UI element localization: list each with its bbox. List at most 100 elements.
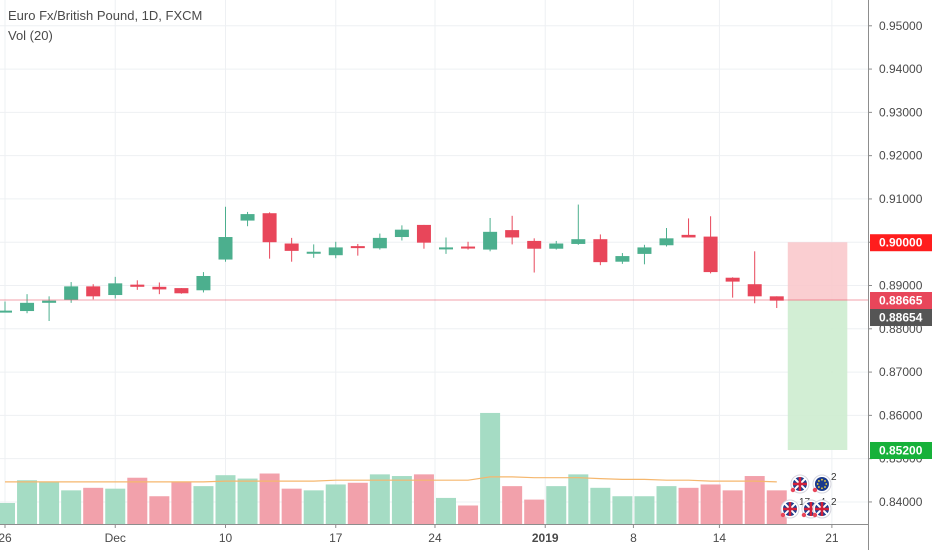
price-tick-label: 0.87000 [879, 365, 923, 379]
price-axis[interactable]: 0.95000 0.94000 0.93000 0.92000 0.91000 0.900… [868, 0, 932, 550]
volume-bar [612, 496, 633, 524]
volume-bar [634, 496, 655, 524]
time-axis[interactable]: 26 Dec 10 17 24 2019 8 14 21 [0, 524, 868, 550]
candle-body [416, 224, 431, 243]
time-tick-label: 2019 [532, 531, 559, 545]
volume-bar [391, 476, 412, 524]
event-impact-dot [780, 512, 786, 518]
volume-bar [39, 481, 60, 524]
volume-bar [127, 477, 148, 524]
time-tick-label: 14 [713, 531, 727, 545]
time-tick-label: 26 [0, 531, 12, 545]
long-position-tool[interactable] [787, 242, 848, 450]
event-count: 2 [831, 497, 837, 508]
candle-body [571, 239, 586, 244]
flag-star [818, 480, 820, 482]
candle-body [394, 229, 409, 238]
event-count: 2 [831, 472, 837, 483]
volume-ma-line [5, 476, 777, 483]
candle-body [372, 237, 387, 249]
volume-bar [524, 499, 545, 524]
price-label-current [870, 309, 932, 327]
flag-star [816, 483, 819, 485]
candle-body [593, 239, 608, 263]
event-impact-dot [790, 487, 796, 493]
time-axis-bg [0, 524, 868, 550]
candle-body [0, 310, 12, 313]
volume-bar [590, 487, 611, 524]
candle-body [350, 246, 365, 249]
event-impact-dot [801, 512, 807, 518]
candle-body [505, 230, 520, 238]
price-tick-label: 0.94000 [879, 62, 923, 76]
volume-bar [568, 474, 589, 524]
candle-body [262, 213, 277, 243]
volume-bar [215, 475, 236, 524]
candle-body [218, 237, 233, 260]
volume-bar [171, 481, 192, 524]
volume-bar [369, 474, 390, 524]
price-label-target [870, 441, 932, 459]
volume-bar [436, 497, 456, 524]
candle-body [483, 231, 498, 250]
flag-star [824, 480, 826, 482]
volume-bar [105, 488, 126, 524]
candle-body [747, 284, 762, 297]
price-axis-bg [868, 0, 932, 550]
price-label-text: 0.88654 [879, 311, 923, 325]
take-profit-zone [787, 300, 848, 450]
volume-bar [149, 496, 170, 524]
volume-bar [700, 484, 721, 524]
time-tick-label: Dec [105, 531, 126, 545]
candle-body [439, 247, 453, 250]
volume-bar [480, 412, 501, 524]
volume-bar [744, 476, 765, 524]
candle-body [306, 251, 321, 254]
volume-bar [61, 490, 82, 524]
volume-bar [303, 490, 324, 524]
time-tick-label: 24 [428, 531, 442, 545]
candle-body [461, 246, 476, 249]
candle-body [240, 214, 255, 221]
price-label-last [870, 292, 932, 310]
candle-body [64, 286, 79, 300]
volume-bar [722, 490, 743, 524]
event-impact-dot [812, 512, 818, 518]
volume-bar [259, 473, 280, 524]
flag-star [824, 486, 826, 488]
price-label-text: 0.88665 [879, 294, 923, 308]
candlesticks [0, 204, 784, 322]
flag-star [825, 483, 828, 485]
candle-body [637, 247, 652, 254]
price-tick-label: 0.93000 [879, 105, 923, 119]
time-tick-label: 17 [329, 531, 343, 545]
time-tick-label: 10 [219, 531, 233, 545]
candle-body [174, 288, 189, 294]
candle-body [284, 243, 299, 251]
candle-body [725, 277, 740, 282]
chart-title: Euro Fx/British Pound, 1D, FXCM [8, 8, 203, 23]
volume-bar [237, 478, 258, 524]
candle-body [20, 302, 35, 312]
volume-bar [458, 505, 479, 524]
candle-body [615, 256, 630, 262]
volume-bar [83, 487, 104, 524]
volume-indicator-label[interactable]: Vol (20) [8, 28, 53, 43]
volume-bar [193, 486, 214, 524]
volume-bar [502, 486, 523, 524]
price-tick-label: 0.86000 [879, 408, 923, 422]
candle-body [527, 240, 542, 249]
price-tick-label: 0.89000 [879, 279, 923, 293]
price-tick-label: 0.84000 [879, 495, 923, 509]
price-tick-label: 0.92000 [879, 149, 923, 163]
candle-body [42, 300, 57, 303]
candle-body [659, 238, 674, 246]
volume-bar [678, 487, 699, 524]
volume-ma-polyline [5, 476, 777, 483]
candle-body [769, 296, 784, 301]
price-label-text: 0.85200 [879, 443, 923, 457]
candle-body [108, 283, 123, 296]
candle-body [196, 275, 211, 291]
